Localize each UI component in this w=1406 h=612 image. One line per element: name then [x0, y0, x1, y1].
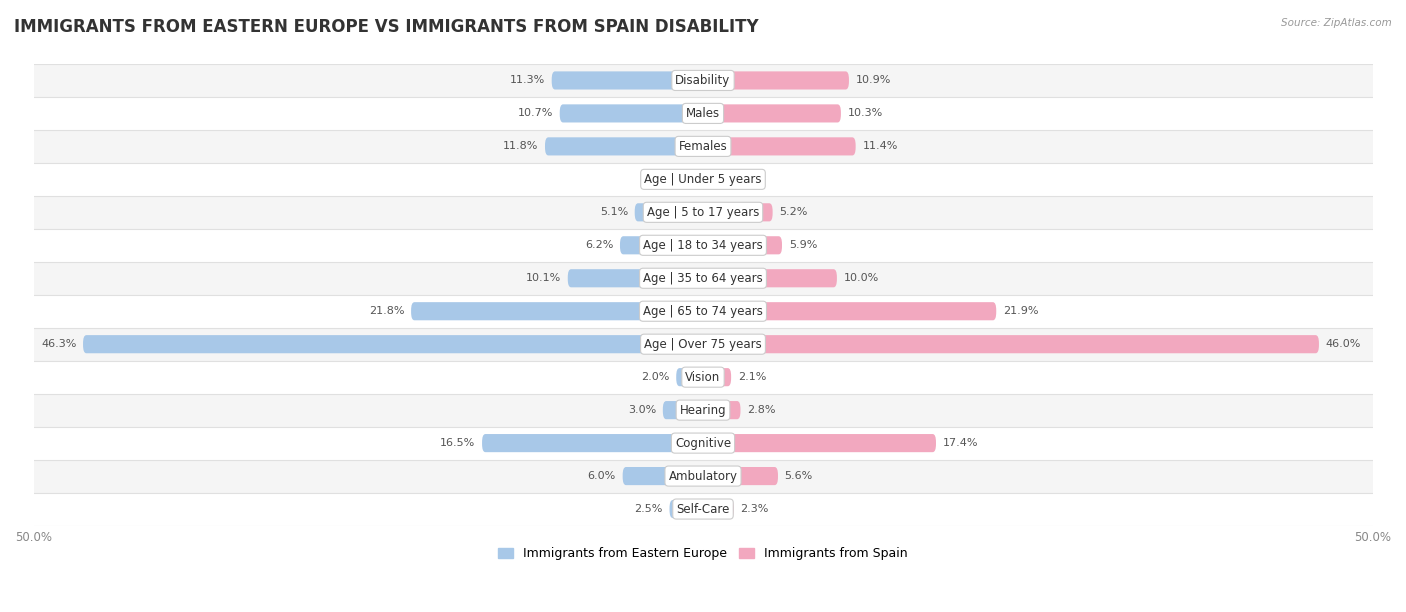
FancyBboxPatch shape	[703, 467, 778, 485]
Text: Cognitive: Cognitive	[675, 436, 731, 450]
FancyBboxPatch shape	[703, 72, 849, 89]
Text: 3.0%: 3.0%	[628, 405, 657, 415]
Bar	[34, 327, 1372, 360]
Text: 2.5%: 2.5%	[634, 504, 662, 514]
Text: 2.8%: 2.8%	[747, 405, 776, 415]
FancyBboxPatch shape	[703, 368, 731, 386]
Bar	[34, 460, 1372, 493]
Text: Age | Under 5 years: Age | Under 5 years	[644, 173, 762, 186]
Legend: Immigrants from Eastern Europe, Immigrants from Spain: Immigrants from Eastern Europe, Immigran…	[494, 542, 912, 565]
FancyBboxPatch shape	[703, 500, 734, 518]
FancyBboxPatch shape	[688, 170, 703, 188]
Bar	[34, 163, 1372, 196]
FancyBboxPatch shape	[620, 236, 703, 255]
Text: 10.7%: 10.7%	[517, 108, 553, 118]
Text: 11.4%: 11.4%	[862, 141, 897, 151]
FancyBboxPatch shape	[703, 105, 841, 122]
Text: Ambulatory: Ambulatory	[668, 469, 738, 483]
FancyBboxPatch shape	[482, 434, 703, 452]
Text: 10.3%: 10.3%	[848, 108, 883, 118]
Bar	[34, 229, 1372, 262]
Text: 2.3%: 2.3%	[741, 504, 769, 514]
Bar	[34, 427, 1372, 460]
Text: Disability: Disability	[675, 74, 731, 87]
Bar	[34, 97, 1372, 130]
Text: 2.0%: 2.0%	[641, 372, 669, 382]
Text: Age | 18 to 34 years: Age | 18 to 34 years	[643, 239, 763, 252]
FancyBboxPatch shape	[560, 105, 703, 122]
Text: Females: Females	[679, 140, 727, 153]
Text: Self-Care: Self-Care	[676, 502, 730, 515]
Text: 6.0%: 6.0%	[588, 471, 616, 481]
FancyBboxPatch shape	[676, 368, 703, 386]
Text: Age | 5 to 17 years: Age | 5 to 17 years	[647, 206, 759, 219]
Text: 11.8%: 11.8%	[503, 141, 538, 151]
FancyBboxPatch shape	[83, 335, 703, 353]
Text: Age | 65 to 74 years: Age | 65 to 74 years	[643, 305, 763, 318]
Text: 1.2%: 1.2%	[652, 174, 681, 184]
Text: 21.8%: 21.8%	[368, 306, 405, 316]
FancyBboxPatch shape	[623, 467, 703, 485]
FancyBboxPatch shape	[703, 137, 856, 155]
Bar	[34, 295, 1372, 327]
FancyBboxPatch shape	[546, 137, 703, 155]
Text: 46.0%: 46.0%	[1326, 339, 1361, 349]
FancyBboxPatch shape	[703, 170, 718, 188]
Text: 10.9%: 10.9%	[856, 75, 891, 86]
FancyBboxPatch shape	[703, 269, 837, 287]
Bar	[34, 360, 1372, 394]
Text: 46.3%: 46.3%	[41, 339, 76, 349]
Text: 2.1%: 2.1%	[738, 372, 766, 382]
Bar	[34, 262, 1372, 295]
FancyBboxPatch shape	[411, 302, 703, 320]
Text: 10.0%: 10.0%	[844, 274, 879, 283]
Text: 5.6%: 5.6%	[785, 471, 813, 481]
Text: 16.5%: 16.5%	[440, 438, 475, 448]
Text: Vision: Vision	[685, 371, 721, 384]
Text: Hearing: Hearing	[679, 404, 727, 417]
FancyBboxPatch shape	[551, 72, 703, 89]
Text: 11.3%: 11.3%	[510, 75, 546, 86]
FancyBboxPatch shape	[669, 500, 703, 518]
Text: IMMIGRANTS FROM EASTERN EUROPE VS IMMIGRANTS FROM SPAIN DISABILITY: IMMIGRANTS FROM EASTERN EUROPE VS IMMIGR…	[14, 18, 759, 36]
Text: 5.9%: 5.9%	[789, 241, 817, 250]
FancyBboxPatch shape	[568, 269, 703, 287]
FancyBboxPatch shape	[662, 401, 703, 419]
FancyBboxPatch shape	[703, 401, 741, 419]
Text: 5.2%: 5.2%	[779, 207, 807, 217]
Text: 1.2%: 1.2%	[725, 174, 754, 184]
Bar	[34, 394, 1372, 427]
Text: Age | 35 to 64 years: Age | 35 to 64 years	[643, 272, 763, 285]
FancyBboxPatch shape	[634, 203, 703, 222]
Text: Source: ZipAtlas.com: Source: ZipAtlas.com	[1281, 18, 1392, 28]
Bar	[34, 196, 1372, 229]
Text: Age | Over 75 years: Age | Over 75 years	[644, 338, 762, 351]
Text: 17.4%: 17.4%	[942, 438, 979, 448]
Text: 21.9%: 21.9%	[1002, 306, 1039, 316]
FancyBboxPatch shape	[703, 236, 782, 255]
Bar	[34, 493, 1372, 526]
FancyBboxPatch shape	[703, 335, 1319, 353]
Bar	[34, 64, 1372, 97]
FancyBboxPatch shape	[703, 434, 936, 452]
FancyBboxPatch shape	[703, 302, 997, 320]
Text: 5.1%: 5.1%	[600, 207, 628, 217]
Bar	[34, 130, 1372, 163]
Text: Males: Males	[686, 107, 720, 120]
Text: 10.1%: 10.1%	[526, 274, 561, 283]
FancyBboxPatch shape	[703, 203, 773, 222]
Text: 6.2%: 6.2%	[585, 241, 613, 250]
